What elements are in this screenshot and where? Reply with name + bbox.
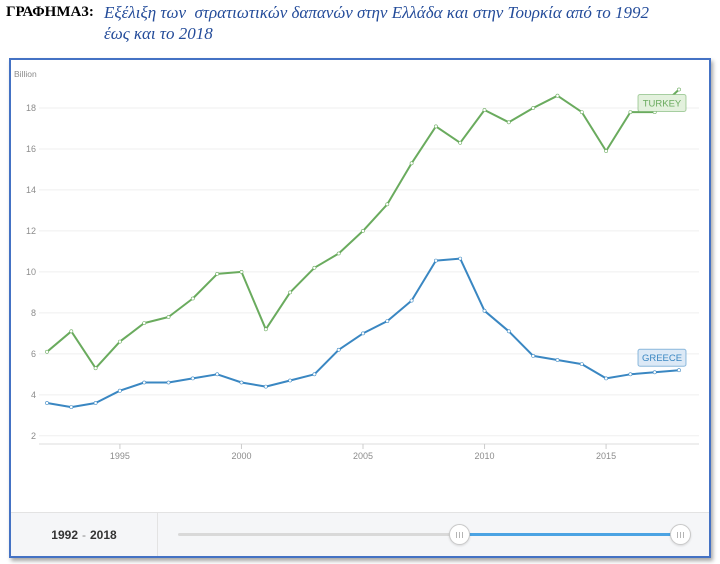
range-end-year: 2018 — [90, 527, 117, 542]
data-point-greece-1993 — [69, 405, 74, 410]
data-point-greece-1996 — [142, 380, 147, 385]
y-tick-label: 12 — [26, 226, 36, 236]
data-point-greece-2011 — [506, 329, 511, 334]
data-point-turkey-2003 — [312, 265, 317, 270]
series-label-greece: GREECE — [637, 348, 687, 367]
figure-number: ΓΡΑΦΗΜΑ3: — [6, 4, 94, 20]
data-point-greece-2008 — [433, 258, 438, 263]
data-point-greece-2002 — [288, 378, 293, 383]
range-separator: - — [82, 527, 86, 542]
series-label-turkey: TURKEY — [637, 94, 687, 113]
x-tick-label: 1995 — [110, 451, 130, 461]
y-tick-label: 14 — [26, 185, 36, 195]
data-point-turkey-2018 — [677, 87, 681, 92]
series-label-text: TURKEY — [643, 99, 682, 110]
data-point-turkey-2005 — [361, 228, 365, 233]
data-point-turkey-1993 — [69, 329, 74, 334]
data-point-turkey-1997 — [166, 315, 171, 319]
x-tick-label: 2005 — [353, 451, 373, 461]
y-tick-label: 6 — [31, 349, 36, 359]
y-tick-label: 18 — [26, 103, 36, 113]
data-point-greece-2009 — [458, 256, 463, 261]
data-point-greece-2006 — [385, 319, 390, 324]
figure-caption: ΓΡΑΦΗΜΑ3: Εξέλιξη των στρατιωτικών δαπαν… — [6, 2, 718, 48]
data-point-greece-2005 — [361, 331, 365, 336]
x-tick-label: 2000 — [231, 451, 251, 461]
line-chart: Billion 2 4 6 8 10 12 14 16 18 1995 2000 2005 2010 201… — [14, 69, 699, 461]
series-label-box — [637, 94, 687, 113]
data-point-greece-2003 — [312, 372, 317, 377]
data-point-greece-1999 — [215, 372, 220, 377]
data-point-turkey-2002 — [288, 290, 293, 295]
data-point-turkey-2013 — [555, 93, 560, 98]
data-point-greece-1998 — [190, 376, 195, 381]
data-point-turkey-1996 — [142, 321, 147, 326]
data-point-greece-2018 — [677, 368, 681, 373]
data-point-turkey-1995 — [118, 339, 122, 344]
data-point-turkey-2008 — [433, 124, 438, 129]
data-point-turkey-1992 — [45, 349, 49, 354]
data-point-greece-1997 — [166, 380, 171, 385]
data-point-turkey-2009 — [458, 140, 463, 145]
slider-track[interactable] — [178, 524, 691, 545]
x-tick-label: 2010 — [475, 451, 495, 461]
data-point-greece-2017 — [652, 370, 657, 375]
data-point-greece-2010 — [482, 308, 487, 313]
series-label-box — [637, 348, 687, 367]
data-point-greece-2014 — [579, 362, 584, 367]
data-point-greece-2001 — [263, 384, 268, 389]
data-point-greece-1995 — [118, 388, 122, 393]
year-range-bar: 1992 - 2018 — [11, 512, 709, 556]
data-point-greece-1992 — [45, 401, 49, 405]
series-label-text: GREECE — [642, 353, 682, 364]
data-point-turkey-1999 — [215, 271, 220, 276]
data-point-greece-2000 — [239, 380, 244, 385]
slider-selected-range — [459, 533, 680, 536]
data-point-turkey-2004 — [336, 251, 341, 256]
y-tick-label: 2 — [31, 431, 36, 441]
data-point-turkey-2014 — [579, 110, 584, 115]
data-point-greece-2004 — [336, 347, 341, 352]
data-point-turkey-2006 — [385, 202, 390, 207]
data-point-greece-2013 — [555, 358, 560, 362]
y-tick-label: 16 — [26, 144, 36, 154]
data-point-turkey-2007 — [409, 161, 414, 166]
series-line-turkey — [46, 88, 680, 370]
data-point-turkey-2001 — [263, 327, 268, 332]
data-point-turkey-2015 — [604, 149, 609, 153]
data-point-greece-2012 — [531, 353, 536, 358]
y-tick-label: 10 — [26, 267, 36, 277]
figure-title-line-1: Εξέλιξη των στρατιωτικών δαπανών στην Ελ… — [104, 3, 650, 22]
data-point-turkey-2010 — [482, 108, 487, 112]
y-axis-label: Billion — [14, 69, 37, 79]
range-start-year: 1992 — [51, 527, 78, 542]
y-tick-label: 8 — [31, 308, 36, 318]
data-point-turkey-1998 — [190, 296, 195, 301]
data-point-greece-2016 — [628, 372, 633, 377]
data-point-turkey-1994 — [93, 366, 98, 371]
y-tick-label: 4 — [31, 390, 36, 400]
grip-icon — [455, 531, 463, 538]
chart-panel: Billion 2 4 6 8 10 12 14 16 18 1995 2000 2005 2010 201… — [9, 58, 711, 558]
year-range-label: 1992 - 2018 — [11, 513, 158, 556]
data-point-turkey-2000 — [239, 269, 244, 274]
figure-title-line-2: έως και το 2018 — [104, 24, 213, 43]
grip-icon — [676, 531, 684, 538]
data-point-greece-1994 — [93, 401, 98, 405]
data-point-turkey-2016 — [628, 110, 633, 115]
slider-handle-start[interactable] — [448, 524, 470, 545]
slider-handle-end[interactable] — [669, 524, 691, 545]
x-tick-label: 2015 — [596, 451, 616, 461]
data-point-turkey-2011 — [506, 120, 511, 125]
data-point-greece-2015 — [604, 376, 609, 381]
data-point-greece-2007 — [409, 298, 414, 303]
data-point-turkey-2012 — [531, 106, 536, 110]
